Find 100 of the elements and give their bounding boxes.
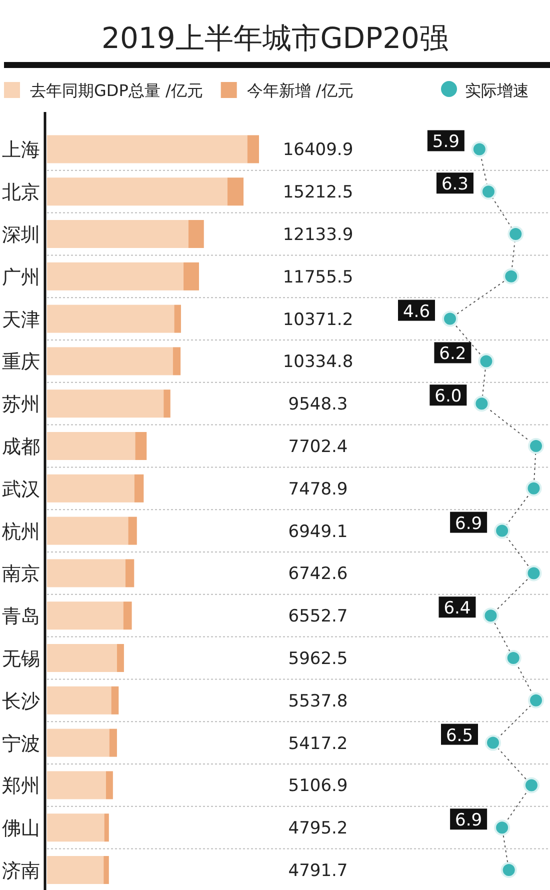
point (500, 862, 517, 878)
text: 6742.6 (288, 564, 348, 584)
bar (47, 390, 164, 418)
bar (47, 771, 106, 800)
bar (135, 432, 147, 460)
text: 7478.9 (288, 479, 348, 500)
data-label: 6.5 (446, 726, 474, 746)
data-label: 4.6 (402, 302, 430, 322)
y-tick-label: 南京 (2, 563, 40, 586)
y-tick-label: 上海 (2, 139, 40, 162)
y-tick-label: 广州 (2, 266, 40, 288)
y-tick-label: 佛山 (2, 818, 40, 840)
data-label: 6.9 (455, 514, 482, 534)
data-label: 5.9 (432, 132, 460, 152)
y-tick-label: 长沙 (2, 690, 40, 712)
bar (47, 814, 104, 842)
y-tick-label: 苏州 (2, 394, 40, 416)
bar (125, 559, 134, 588)
bar (172, 347, 181, 376)
legend-label: 实际增速 (465, 81, 529, 100)
bar (123, 602, 132, 630)
point (528, 692, 544, 708)
point (505, 650, 522, 666)
bar (47, 474, 134, 502)
data-label: 6.9 (455, 810, 482, 831)
point (526, 565, 542, 582)
bar (134, 474, 144, 502)
data-label: 6.0 (434, 386, 462, 407)
bar (164, 390, 170, 418)
point (485, 734, 501, 751)
point (528, 438, 544, 454)
y-tick-label: 北京 (2, 182, 40, 204)
legend-label: 今年新增 /亿元 (246, 81, 354, 100)
point (480, 184, 496, 200)
text: 12133.9 (282, 225, 354, 245)
bar (247, 135, 259, 164)
point (494, 522, 510, 539)
text: 7702.4 (288, 437, 348, 457)
point (523, 777, 540, 794)
point (526, 480, 542, 496)
text: 10371.2 (282, 310, 354, 330)
bar (104, 856, 109, 884)
bar (174, 304, 181, 333)
point (503, 268, 520, 284)
text: 4791.7 (288, 861, 348, 881)
y-tick-label: 武汉 (2, 478, 40, 500)
legend-label: 去年同期GDP总量 /亿元 (30, 81, 203, 100)
text: 9548.3 (288, 394, 348, 415)
bar (128, 516, 137, 545)
bar (47, 686, 112, 714)
y-tick-label: 郑州 (2, 775, 40, 798)
bar (47, 644, 117, 672)
text: 6552.7 (288, 606, 348, 627)
text: 11755.5 (282, 267, 354, 288)
point (471, 141, 488, 158)
y-tick-label: 天津 (2, 308, 40, 331)
text: 6949.1 (288, 522, 348, 542)
data-label: 6.4 (444, 598, 471, 619)
data-label: 6.2 (439, 344, 466, 364)
bar (116, 644, 124, 672)
y-tick-label: 青岛 (2, 606, 40, 628)
text: 5962.5 (288, 649, 348, 669)
bar (47, 559, 126, 588)
y-tick-label: 杭州 (1, 520, 40, 543)
y-tick-label: 成都 (2, 436, 40, 458)
data-label: 6.3 (441, 174, 468, 195)
bar (47, 516, 128, 545)
bar (47, 728, 110, 757)
bar (47, 262, 184, 290)
bar (47, 602, 124, 630)
point (494, 820, 510, 836)
text: 16409.9 (282, 140, 354, 160)
bar (47, 220, 188, 248)
bar (111, 686, 119, 714)
text: 15212.5 (282, 182, 354, 203)
bar (106, 771, 113, 800)
bar (47, 432, 136, 460)
bar (47, 178, 228, 206)
bar (47, 135, 248, 164)
point (442, 310, 458, 327)
bar (188, 220, 204, 248)
point (474, 396, 490, 412)
y-tick-label: 宁波 (2, 732, 40, 755)
bar (47, 856, 104, 884)
text: 5537.8 (288, 691, 348, 712)
point (478, 353, 494, 370)
text: 5106.9 (288, 776, 348, 796)
point (482, 608, 499, 624)
y-tick-label: 济南 (2, 860, 40, 882)
bar (47, 347, 173, 376)
bar (109, 728, 117, 757)
chart-title: 2019上半年城市GDP20强 (102, 21, 448, 55)
bar (104, 814, 109, 842)
bar (47, 304, 174, 333)
bar (227, 178, 244, 206)
text: 5417.2 (288, 734, 348, 754)
y-tick-label: 重庆 (2, 351, 40, 374)
text: 4795.2 (288, 818, 348, 839)
y-tick-label: 深圳 (2, 224, 40, 246)
bar (184, 262, 200, 290)
